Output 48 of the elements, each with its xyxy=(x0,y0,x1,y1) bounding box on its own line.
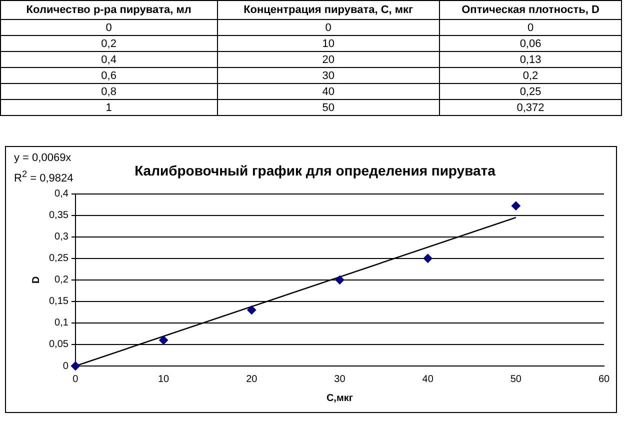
text: Количество р-ра пирувата, мл xyxy=(0,0,218,20)
point xyxy=(159,336,168,345)
y-tick-label: 0,15 xyxy=(48,296,69,308)
text: 30 xyxy=(217,68,440,84)
text: 0,06 xyxy=(440,36,622,52)
y-tick-label: 0,2 xyxy=(54,274,69,286)
text: y = 0,0069x xyxy=(14,151,72,166)
x-tick-label: 20 xyxy=(246,374,258,385)
text: 0 xyxy=(440,20,622,36)
text: 20 xyxy=(217,52,440,68)
text: 0 xyxy=(217,20,440,36)
text: 0,4 xyxy=(0,52,218,68)
text: 40 xyxy=(217,84,440,100)
y-tick-label: 0,1 xyxy=(54,318,69,329)
y-axis-title: D xyxy=(30,276,42,284)
text: 0,25 xyxy=(440,84,622,100)
text: 1 xyxy=(0,100,218,116)
y-tick-label: 0 xyxy=(62,360,69,372)
text: Концентрация пирувата, С, мкг xyxy=(217,0,440,20)
text: 50 xyxy=(217,100,440,116)
text: 0 xyxy=(0,20,218,36)
y-tick-label: 0,05 xyxy=(48,339,69,350)
text: 0,13 xyxy=(440,52,622,68)
x-tick-label: 50 xyxy=(510,374,522,385)
chart-title: Калибровочный график для определения пирувата xyxy=(134,162,496,178)
text: Оптическая плотность, D xyxy=(440,0,622,20)
text: 0,6 xyxy=(0,68,218,84)
text: R$^{2}$ = 0,9824 xyxy=(14,168,74,187)
x-tick-label: 30 xyxy=(334,374,346,385)
y-tick-label: 0,25 xyxy=(48,253,69,264)
x-axis-title: С,мкг xyxy=(326,392,354,404)
x-tick-label: 60 xyxy=(598,374,610,385)
y-tick-label: 0,4 xyxy=(54,188,69,200)
point xyxy=(70,362,80,370)
y-tick-label: 0,3 xyxy=(54,232,69,243)
point xyxy=(511,201,520,210)
y-tick-label: 0,35 xyxy=(48,210,69,222)
text: 0,372 xyxy=(440,100,622,116)
point xyxy=(247,306,256,315)
text: 10 xyxy=(217,36,440,52)
x-tick-label: 40 xyxy=(422,374,434,385)
text: 0,2 xyxy=(0,36,218,52)
text: 0,2 xyxy=(440,68,622,84)
x-tick-label: 0 xyxy=(72,374,79,385)
x-tick-label: 10 xyxy=(158,374,170,385)
text: 0,8 xyxy=(0,84,218,100)
point xyxy=(335,275,344,284)
point xyxy=(423,254,432,263)
